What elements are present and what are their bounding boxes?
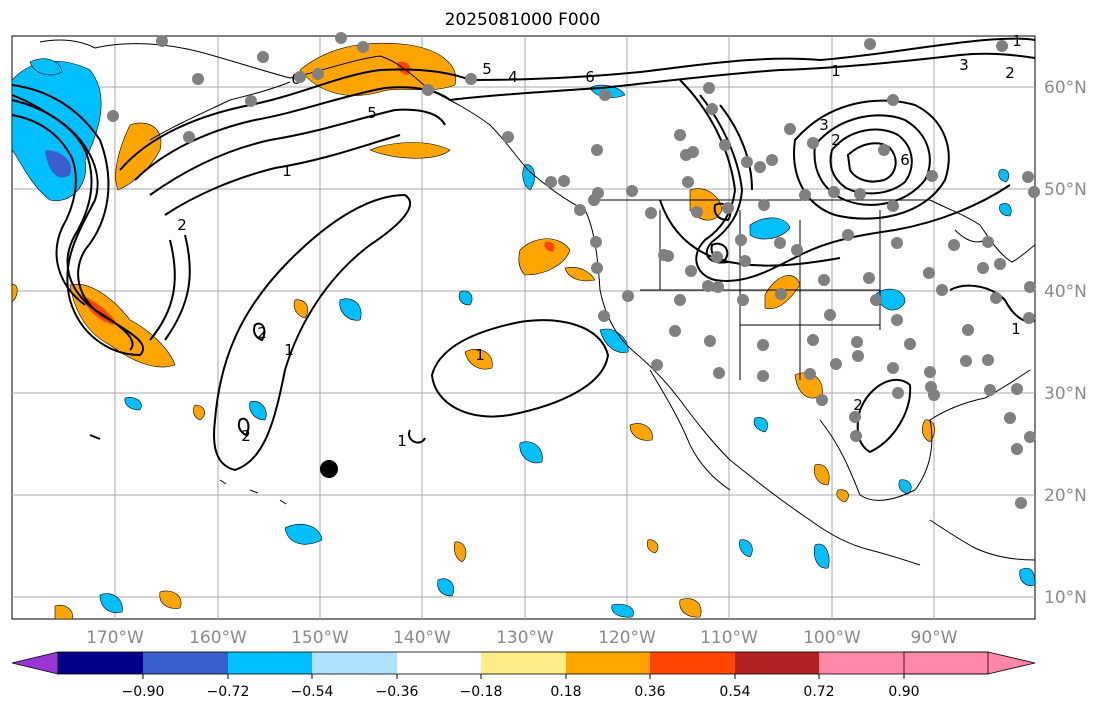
contour-label: 2	[1005, 64, 1015, 82]
lon-label: 90°W	[911, 628, 958, 648]
contour-label: 2	[853, 396, 863, 414]
colorbar-tick: 0.18	[550, 684, 581, 700]
colorbar-tick: 0.72	[803, 684, 834, 700]
lon-label: 170°W	[86, 628, 144, 648]
colorbar-segment	[143, 652, 228, 674]
colorbar-tick: −0.72	[207, 684, 250, 700]
lon-label: 110°W	[700, 628, 758, 648]
colorbar-extend-high	[903, 651, 1036, 675]
contour-label: 2	[257, 324, 267, 342]
colorbar-tick: 0.36	[634, 684, 665, 700]
colorbar-tick: −0.90	[122, 684, 165, 700]
lon-label: 150°W	[291, 628, 349, 648]
station-dots	[107, 32, 1040, 509]
lat-label: 40°N	[1044, 282, 1087, 302]
colorbar-segment	[58, 652, 143, 674]
contour-label: 1	[1012, 32, 1022, 50]
colorbar-tick: −0.18	[460, 684, 503, 700]
contour-label: 6	[900, 151, 910, 169]
map-frame	[11, 35, 1036, 620]
lon-label: 120°W	[598, 628, 656, 648]
contour-label: 3	[959, 56, 969, 74]
colorbar-tick: −0.54	[291, 684, 334, 700]
lon-label: 100°W	[803, 628, 861, 648]
contour-label: 1	[284, 341, 294, 359]
colorbar-segment	[566, 652, 650, 674]
contour-label: 6	[585, 68, 595, 86]
colorbar-segment	[650, 652, 735, 674]
contour-label: 5	[367, 104, 377, 122]
contour-label: 3	[819, 116, 829, 134]
colorbar-segment	[397, 652, 481, 674]
colorbar-segment	[735, 652, 819, 674]
contour-label: 2	[831, 131, 841, 149]
contour-label: 4	[508, 68, 518, 86]
contour-label: 5	[482, 60, 492, 78]
contour-label: 1	[397, 432, 407, 450]
colorbar-tick: 0.90	[888, 684, 919, 700]
contour-label: 1	[282, 162, 292, 180]
lon-label: 140°W	[393, 628, 451, 648]
colorbar-extend-low	[11, 651, 59, 675]
contour-label: 2	[241, 427, 251, 445]
contour-label: 1	[831, 62, 841, 80]
lat-label: 30°N	[1044, 384, 1087, 404]
graticule	[12, 36, 1035, 619]
longitude-labels: 170°W 160°W 150°W 140°W 130°W 120°W 110°…	[86, 628, 958, 648]
colorbar-segment	[312, 652, 397, 674]
latitude-labels: 60°N 50°N 40°N 30°N 20°N 10°N	[1044, 78, 1087, 608]
contour-label: 2	[177, 216, 187, 234]
location-marker	[320, 460, 338, 478]
contour-label: 1	[475, 346, 485, 364]
colorbar-tick: −0.36	[376, 684, 419, 700]
lat-label: 20°N	[1044, 486, 1087, 506]
map-title: 2025081000 F000	[444, 10, 601, 30]
lat-label: 50°N	[1044, 180, 1087, 200]
lon-label: 160°W	[189, 628, 247, 648]
colorbar-segment	[819, 652, 904, 674]
colorbar-segment	[481, 652, 566, 674]
lat-label: 10°N	[1044, 588, 1087, 608]
lon-label: 130°W	[496, 628, 554, 648]
colorbar-segment	[228, 652, 312, 674]
colorbar: −0.90 −0.72 −0.54 −0.36 −0.18 0.18 0.36 …	[11, 651, 1036, 700]
colorbar-tick: 0.54	[719, 684, 750, 700]
lat-label: 60°N	[1044, 78, 1087, 98]
contour-label: 1	[1011, 320, 1021, 338]
